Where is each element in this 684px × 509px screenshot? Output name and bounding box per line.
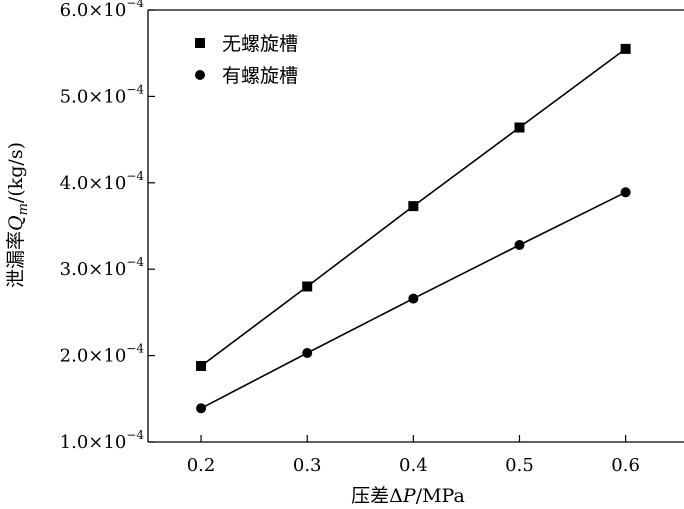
square-marker bbox=[514, 122, 525, 133]
y-tick-label: 6.0×10−4 bbox=[60, 0, 145, 21]
legend-label: 有螺旋槽 bbox=[222, 65, 298, 87]
x-tick-label: 0.2 bbox=[187, 455, 216, 476]
tick-labels: 0.2 0.3 0.4 0.5 0.6 1.0×10−4 2.0×10−4 3.0×10−4 4… bbox=[60, 0, 640, 476]
axis-ticks bbox=[148, 9, 627, 443]
y-tick-label: 5.0×10−4 bbox=[60, 82, 145, 107]
square-marker bbox=[302, 281, 313, 292]
circle-marker bbox=[514, 240, 525, 251]
x-axis-label: 压差ΔP/MPa bbox=[351, 485, 465, 507]
legend-label: 无螺旋槽 bbox=[222, 33, 298, 55]
square-marker bbox=[196, 360, 207, 371]
x-tick-label: 0.3 bbox=[293, 455, 322, 476]
legend-circle-icon bbox=[195, 70, 205, 80]
x-tick-label: 0.5 bbox=[505, 455, 534, 476]
circle-marker bbox=[196, 403, 207, 414]
plot-frame bbox=[147, 9, 684, 443]
square-marker bbox=[620, 43, 631, 54]
x-tick-label: 0.6 bbox=[611, 455, 640, 476]
circle-marker bbox=[408, 293, 419, 304]
x-tick-label: 0.4 bbox=[399, 455, 428, 476]
square-marker bbox=[408, 201, 419, 212]
y-axis-label: 泄漏率Qm/(kg/s) bbox=[5, 142, 31, 288]
legend-square-icon bbox=[195, 38, 205, 48]
series-lines bbox=[200, 48, 627, 410]
circle-marker bbox=[620, 187, 631, 198]
y-tick-label: 1.0×10−4 bbox=[60, 428, 145, 453]
y-tick-label: 2.0×10−4 bbox=[60, 342, 145, 367]
y-tick-label: 3.0×10−4 bbox=[60, 255, 145, 280]
data-markers bbox=[196, 43, 631, 414]
circle-marker bbox=[302, 348, 313, 359]
y-tick-label: 4.0×10−4 bbox=[60, 169, 145, 194]
